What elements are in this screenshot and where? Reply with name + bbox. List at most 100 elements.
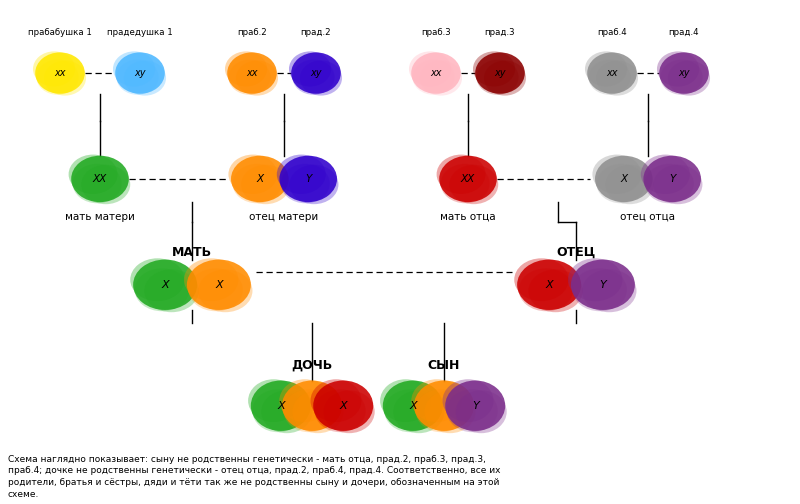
Text: xy: xy (494, 68, 506, 78)
Ellipse shape (668, 60, 710, 96)
Text: Y: Y (669, 174, 675, 184)
Ellipse shape (324, 390, 374, 433)
Ellipse shape (477, 59, 518, 95)
Text: XX: XX (461, 174, 475, 184)
Ellipse shape (113, 51, 155, 87)
Text: праб.2: праб.2 (237, 28, 267, 37)
Ellipse shape (514, 259, 569, 301)
Text: отец матери: отец матери (250, 212, 318, 222)
Ellipse shape (383, 381, 443, 431)
Ellipse shape (293, 390, 343, 433)
Ellipse shape (439, 156, 497, 202)
Ellipse shape (130, 259, 185, 301)
Ellipse shape (283, 389, 334, 432)
Ellipse shape (573, 268, 627, 311)
Ellipse shape (442, 379, 494, 422)
Text: xx: xx (430, 68, 442, 78)
Ellipse shape (289, 51, 331, 87)
Ellipse shape (596, 60, 638, 96)
Text: Y: Y (472, 401, 478, 411)
Ellipse shape (252, 389, 303, 432)
Ellipse shape (236, 60, 278, 96)
Ellipse shape (144, 269, 198, 312)
Ellipse shape (597, 164, 646, 203)
Ellipse shape (33, 51, 75, 87)
Ellipse shape (310, 379, 362, 422)
Text: xx: xx (54, 68, 66, 78)
Ellipse shape (568, 259, 622, 301)
Ellipse shape (115, 52, 165, 94)
Ellipse shape (415, 389, 466, 432)
Ellipse shape (413, 59, 454, 95)
Ellipse shape (293, 59, 334, 95)
Ellipse shape (659, 52, 709, 94)
Text: X: X (546, 280, 553, 290)
Text: ОТЕЦ: ОТЕЦ (556, 245, 596, 259)
Ellipse shape (233, 164, 282, 203)
Ellipse shape (409, 51, 451, 87)
Ellipse shape (290, 165, 338, 204)
Ellipse shape (229, 155, 278, 194)
Ellipse shape (134, 268, 189, 311)
Ellipse shape (248, 379, 299, 422)
Text: мать отца: мать отца (440, 212, 496, 222)
Ellipse shape (251, 381, 310, 431)
Ellipse shape (124, 60, 166, 96)
Ellipse shape (411, 52, 461, 94)
Ellipse shape (411, 379, 462, 422)
Ellipse shape (277, 155, 326, 194)
Ellipse shape (225, 51, 267, 87)
Text: Y: Y (305, 174, 311, 184)
Ellipse shape (641, 155, 690, 194)
Text: Y: Y (599, 280, 606, 290)
Ellipse shape (187, 260, 251, 310)
Ellipse shape (82, 165, 130, 204)
Ellipse shape (484, 60, 526, 96)
Text: xy: xy (310, 68, 322, 78)
Ellipse shape (314, 381, 373, 431)
Text: xx: xx (246, 68, 258, 78)
Ellipse shape (37, 59, 78, 95)
Text: праб.3: праб.3 (421, 28, 451, 37)
Ellipse shape (595, 156, 653, 202)
Ellipse shape (593, 155, 642, 194)
Ellipse shape (241, 165, 290, 204)
Text: прад.4: прад.4 (669, 28, 699, 37)
Ellipse shape (300, 60, 342, 96)
Ellipse shape (571, 260, 635, 310)
Ellipse shape (414, 381, 474, 431)
Text: X: X (256, 174, 263, 184)
Text: отец отца: отец отца (621, 212, 675, 222)
Ellipse shape (380, 379, 431, 422)
Ellipse shape (394, 390, 444, 433)
Ellipse shape (518, 268, 573, 311)
Ellipse shape (69, 155, 118, 194)
Ellipse shape (475, 52, 525, 94)
Text: прад.3: прад.3 (485, 28, 515, 37)
Ellipse shape (456, 390, 506, 433)
Ellipse shape (605, 165, 654, 204)
Text: ДОЧЬ: ДОЧЬ (291, 359, 333, 372)
Ellipse shape (585, 51, 627, 87)
Ellipse shape (645, 164, 694, 203)
Ellipse shape (425, 390, 475, 433)
Ellipse shape (314, 389, 366, 432)
Ellipse shape (446, 381, 506, 431)
Ellipse shape (227, 52, 277, 94)
Text: X: X (339, 401, 347, 411)
Text: праб.4: праб.4 (597, 28, 627, 37)
Ellipse shape (441, 164, 490, 203)
Ellipse shape (446, 389, 498, 432)
Text: прадедушка 1: прадедушка 1 (107, 28, 173, 37)
Text: X: X (620, 174, 627, 184)
Ellipse shape (262, 390, 312, 433)
Ellipse shape (587, 52, 637, 94)
Ellipse shape (654, 165, 702, 204)
Ellipse shape (473, 51, 515, 87)
Ellipse shape (35, 52, 85, 94)
Ellipse shape (589, 59, 630, 95)
Text: прабабушка 1: прабабушка 1 (28, 28, 92, 37)
Text: МАТЬ: МАТЬ (172, 245, 212, 259)
Text: X: X (215, 280, 222, 290)
Ellipse shape (198, 269, 253, 312)
